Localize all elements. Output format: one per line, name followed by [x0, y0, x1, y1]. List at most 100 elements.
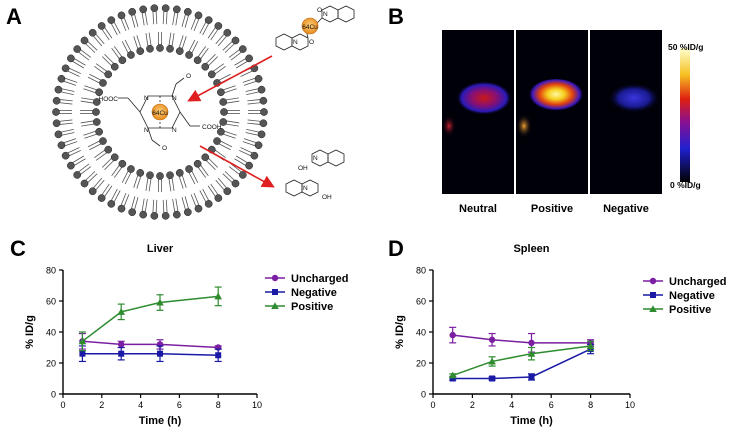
- lipid-head: [128, 7, 137, 16]
- lipid-head: [156, 44, 164, 52]
- lipid-head: [61, 64, 70, 73]
- lipid-head: [67, 54, 75, 63]
- data-point-negative: [489, 375, 496, 382]
- hydroxy-label-1: OH: [298, 165, 308, 172]
- lipid-head: [118, 159, 127, 168]
- lipid-head: [217, 127, 225, 136]
- lipid-head: [118, 56, 127, 65]
- lipid-head: [57, 74, 66, 83]
- lipid-head: [245, 161, 253, 170]
- lipid-head: [172, 5, 181, 14]
- pet-image-positive: [516, 30, 588, 194]
- pet-image-negative: [590, 30, 662, 194]
- lipid-head: [254, 74, 263, 83]
- spleen-chart: Spleen 0 20 40 60 80 0 2 4 6 8 10 Time (h) % ID/g Unch…: [394, 243, 726, 427]
- series-line-positive: [81, 295, 219, 342]
- copper-label-inner: 64Cu: [152, 110, 168, 117]
- lipid-head: [231, 179, 240, 188]
- data-point-negative: [79, 350, 86, 357]
- lipid-head: [146, 171, 154, 180]
- liposome-diagram: 64Cu HOOC COOH O O N N N N 64Cu N O N O …: [52, 4, 355, 220]
- pet-image-neutral: [442, 30, 514, 194]
- lipid-head: [204, 200, 213, 208]
- lipid-head: [107, 200, 116, 208]
- data-point-negative: [118, 350, 125, 357]
- lipid-head: [54, 130, 63, 139]
- legend-label-negative: Negative: [291, 287, 337, 299]
- lipid-head: [260, 108, 268, 116]
- lipid-head: [175, 169, 184, 177]
- legend-marker: [271, 302, 279, 309]
- lipid-head: [88, 28, 97, 37]
- data-point-negative: [157, 350, 163, 357]
- lipid-head: [194, 11, 203, 20]
- lipid-head: [73, 171, 82, 179]
- x-tick-label: 10: [252, 400, 262, 410]
- y-tick-label: 40: [46, 328, 56, 338]
- y-tick-label: 80: [416, 266, 426, 276]
- lipid-head: [259, 96, 268, 105]
- lipid-head: [166, 44, 174, 53]
- lipid-head: [117, 11, 126, 20]
- lipid-head: [97, 194, 106, 202]
- data-point-positive: [586, 342, 595, 349]
- lipid-head: [219, 118, 228, 126]
- y-tick-label: 60: [416, 297, 426, 307]
- lipid-head: [92, 98, 101, 106]
- legend-label-positive: Positive: [669, 304, 711, 316]
- x-axis-label: Time (h): [139, 415, 182, 427]
- nitrogen-label-5: N: [323, 11, 328, 18]
- chart-title: Liver: [147, 243, 174, 255]
- data-point-negative: [528, 373, 535, 380]
- series-line-positive: [452, 345, 591, 377]
- arrow-in: [187, 55, 273, 102]
- lipid-head: [223, 28, 232, 37]
- acid-label-right: COOH: [202, 124, 222, 131]
- panel-letter-d: D: [388, 236, 404, 261]
- panel-letter-b: B: [388, 4, 404, 29]
- oxygen-label-5: O: [317, 7, 322, 14]
- series-line-uncharged: [452, 334, 591, 344]
- oxygen-label-bottom: O: [162, 145, 167, 152]
- pet-scale-max: 50 %ID/g: [668, 42, 704, 52]
- lipid-head: [80, 179, 89, 188]
- lipid-head: [99, 137, 107, 145]
- lipid-head: [57, 141, 66, 150]
- lipid-head: [88, 187, 97, 196]
- series-line-negative: [82, 352, 219, 356]
- lipid-head: [183, 208, 192, 217]
- lipid-head: [136, 47, 145, 55]
- nitrogen-label-2: N: [172, 95, 177, 102]
- lipid-head: [213, 137, 221, 145]
- arrow-out: [199, 145, 275, 188]
- lipid-head: [214, 22, 223, 30]
- legend-marker: [271, 274, 279, 282]
- chart-title: Spleen: [513, 243, 549, 255]
- y-axis-label: % ID/g: [24, 315, 36, 349]
- legend-label-negative: Negative: [669, 290, 715, 302]
- lipid-head: [67, 161, 75, 170]
- lipid-head: [92, 118, 101, 126]
- data-point-uncharged: [118, 341, 125, 348]
- legend-marker: [650, 292, 656, 298]
- panel-letter-a: A: [6, 4, 22, 29]
- lipid-head: [156, 172, 164, 180]
- data-point-positive: [156, 298, 164, 306]
- data-point-positive: [448, 371, 457, 379]
- lipid-head: [219, 98, 228, 106]
- lipid-head: [97, 22, 106, 30]
- lipid-head: [54, 85, 63, 94]
- liver-chart: Liver 0 20 40 60 80 0 2 4 6 8 10 Time (h) % ID/g Uncha…: [24, 243, 348, 427]
- data-point-negative: [215, 352, 222, 359]
- lipid-head: [185, 51, 193, 59]
- data-point-uncharged: [449, 331, 456, 339]
- lipid-head: [95, 88, 103, 97]
- x-tick-label: 4: [509, 400, 514, 410]
- lipid-head: [183, 7, 192, 16]
- data-point-positive: [117, 308, 125, 315]
- lipid-head: [259, 119, 268, 128]
- lipid-head: [250, 151, 259, 160]
- pet-color-scale: [680, 48, 690, 182]
- y-tick-label: 60: [46, 297, 56, 307]
- free-oxine: [285, 149, 345, 197]
